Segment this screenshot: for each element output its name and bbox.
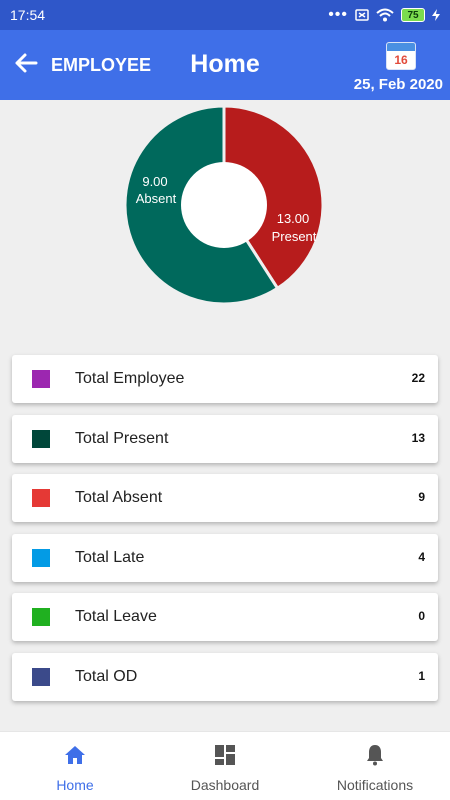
section-label: EMPLOYEE [51,55,152,75]
purple-swatch [32,370,50,388]
card-label: Total Absent [75,489,163,507]
nav-dashboard-label: Dashboard [190,777,260,793]
donut-hole [181,162,267,248]
status-time: 17:54 [10,7,46,23]
nav-notifications-label: Notifications [336,777,414,793]
bottom-navigation: Home Dashboard Notifications [0,731,450,800]
blue-swatch [32,548,50,567]
total-absent-card[interactable]: Total Absent 9 [12,474,438,523]
absent-name-label: Absent [136,191,177,206]
card-value: 1 [418,668,425,683]
more-notifications-icon: ••• [328,6,348,23]
status-icons: ••• 75 [328,7,440,23]
sim-icon [355,9,369,21]
current-date: 25, Feb 2020 [353,76,443,93]
calendar-icon[interactable]: 16 [386,42,416,70]
battery-icon: 75 [401,8,425,22]
total-present-card[interactable]: Total Present 13 [12,414,438,463]
card-value: 9 [418,490,425,505]
app-bar: EMPLOYEE Home 16 25, Feb 2020 [0,30,450,100]
nav-notifications[interactable]: Notifications [300,732,450,800]
wifi-icon [376,8,394,22]
card-label: Total Present [75,429,169,447]
nav-home-label: Home [56,777,94,793]
present-value-label: 13.00 [277,211,310,226]
home-icon [65,746,85,764]
attendance-donut-chart: 9.00 Absent 13.00 Present [123,104,325,306]
arrow-left-icon[interactable] [12,49,40,77]
card-label: Total Late [75,548,145,566]
card-value: 13 [411,430,425,445]
nav-dashboard[interactable]: Dashboard [150,732,300,800]
dashboard-icon [215,745,235,765]
present-name-label: Present [272,229,317,244]
red-swatch [32,489,50,508]
total-leave-card[interactable]: Total Leave 0 [12,593,438,642]
charging-icon [432,9,440,21]
card-label: Total Employee [75,370,185,387]
total-employee-card[interactable]: Total Employee 22 [12,355,438,403]
card-label: Total OD [75,667,138,685]
calendar-day: 16 [394,53,408,67]
status-bar: 17:54 ••• 75 [0,0,450,30]
bell-icon [367,745,383,766]
total-od-card[interactable]: Total OD 1 [12,652,438,701]
lime-swatch [32,608,50,627]
summary-cards: Total Employee 22 Total Present 13 Total… [12,355,438,713]
green-swatch [32,429,50,448]
card-value: 0 [418,609,425,624]
nav-home[interactable]: Home [0,732,150,800]
card-value: 4 [418,549,425,564]
page-title: Home [190,50,260,78]
absent-value-label: 9.00 [142,174,167,189]
card-label: Total Leave [75,608,157,626]
card-value: 22 [411,371,425,385]
navy-swatch [32,667,50,686]
total-late-card[interactable]: Total Late 4 [12,533,438,582]
